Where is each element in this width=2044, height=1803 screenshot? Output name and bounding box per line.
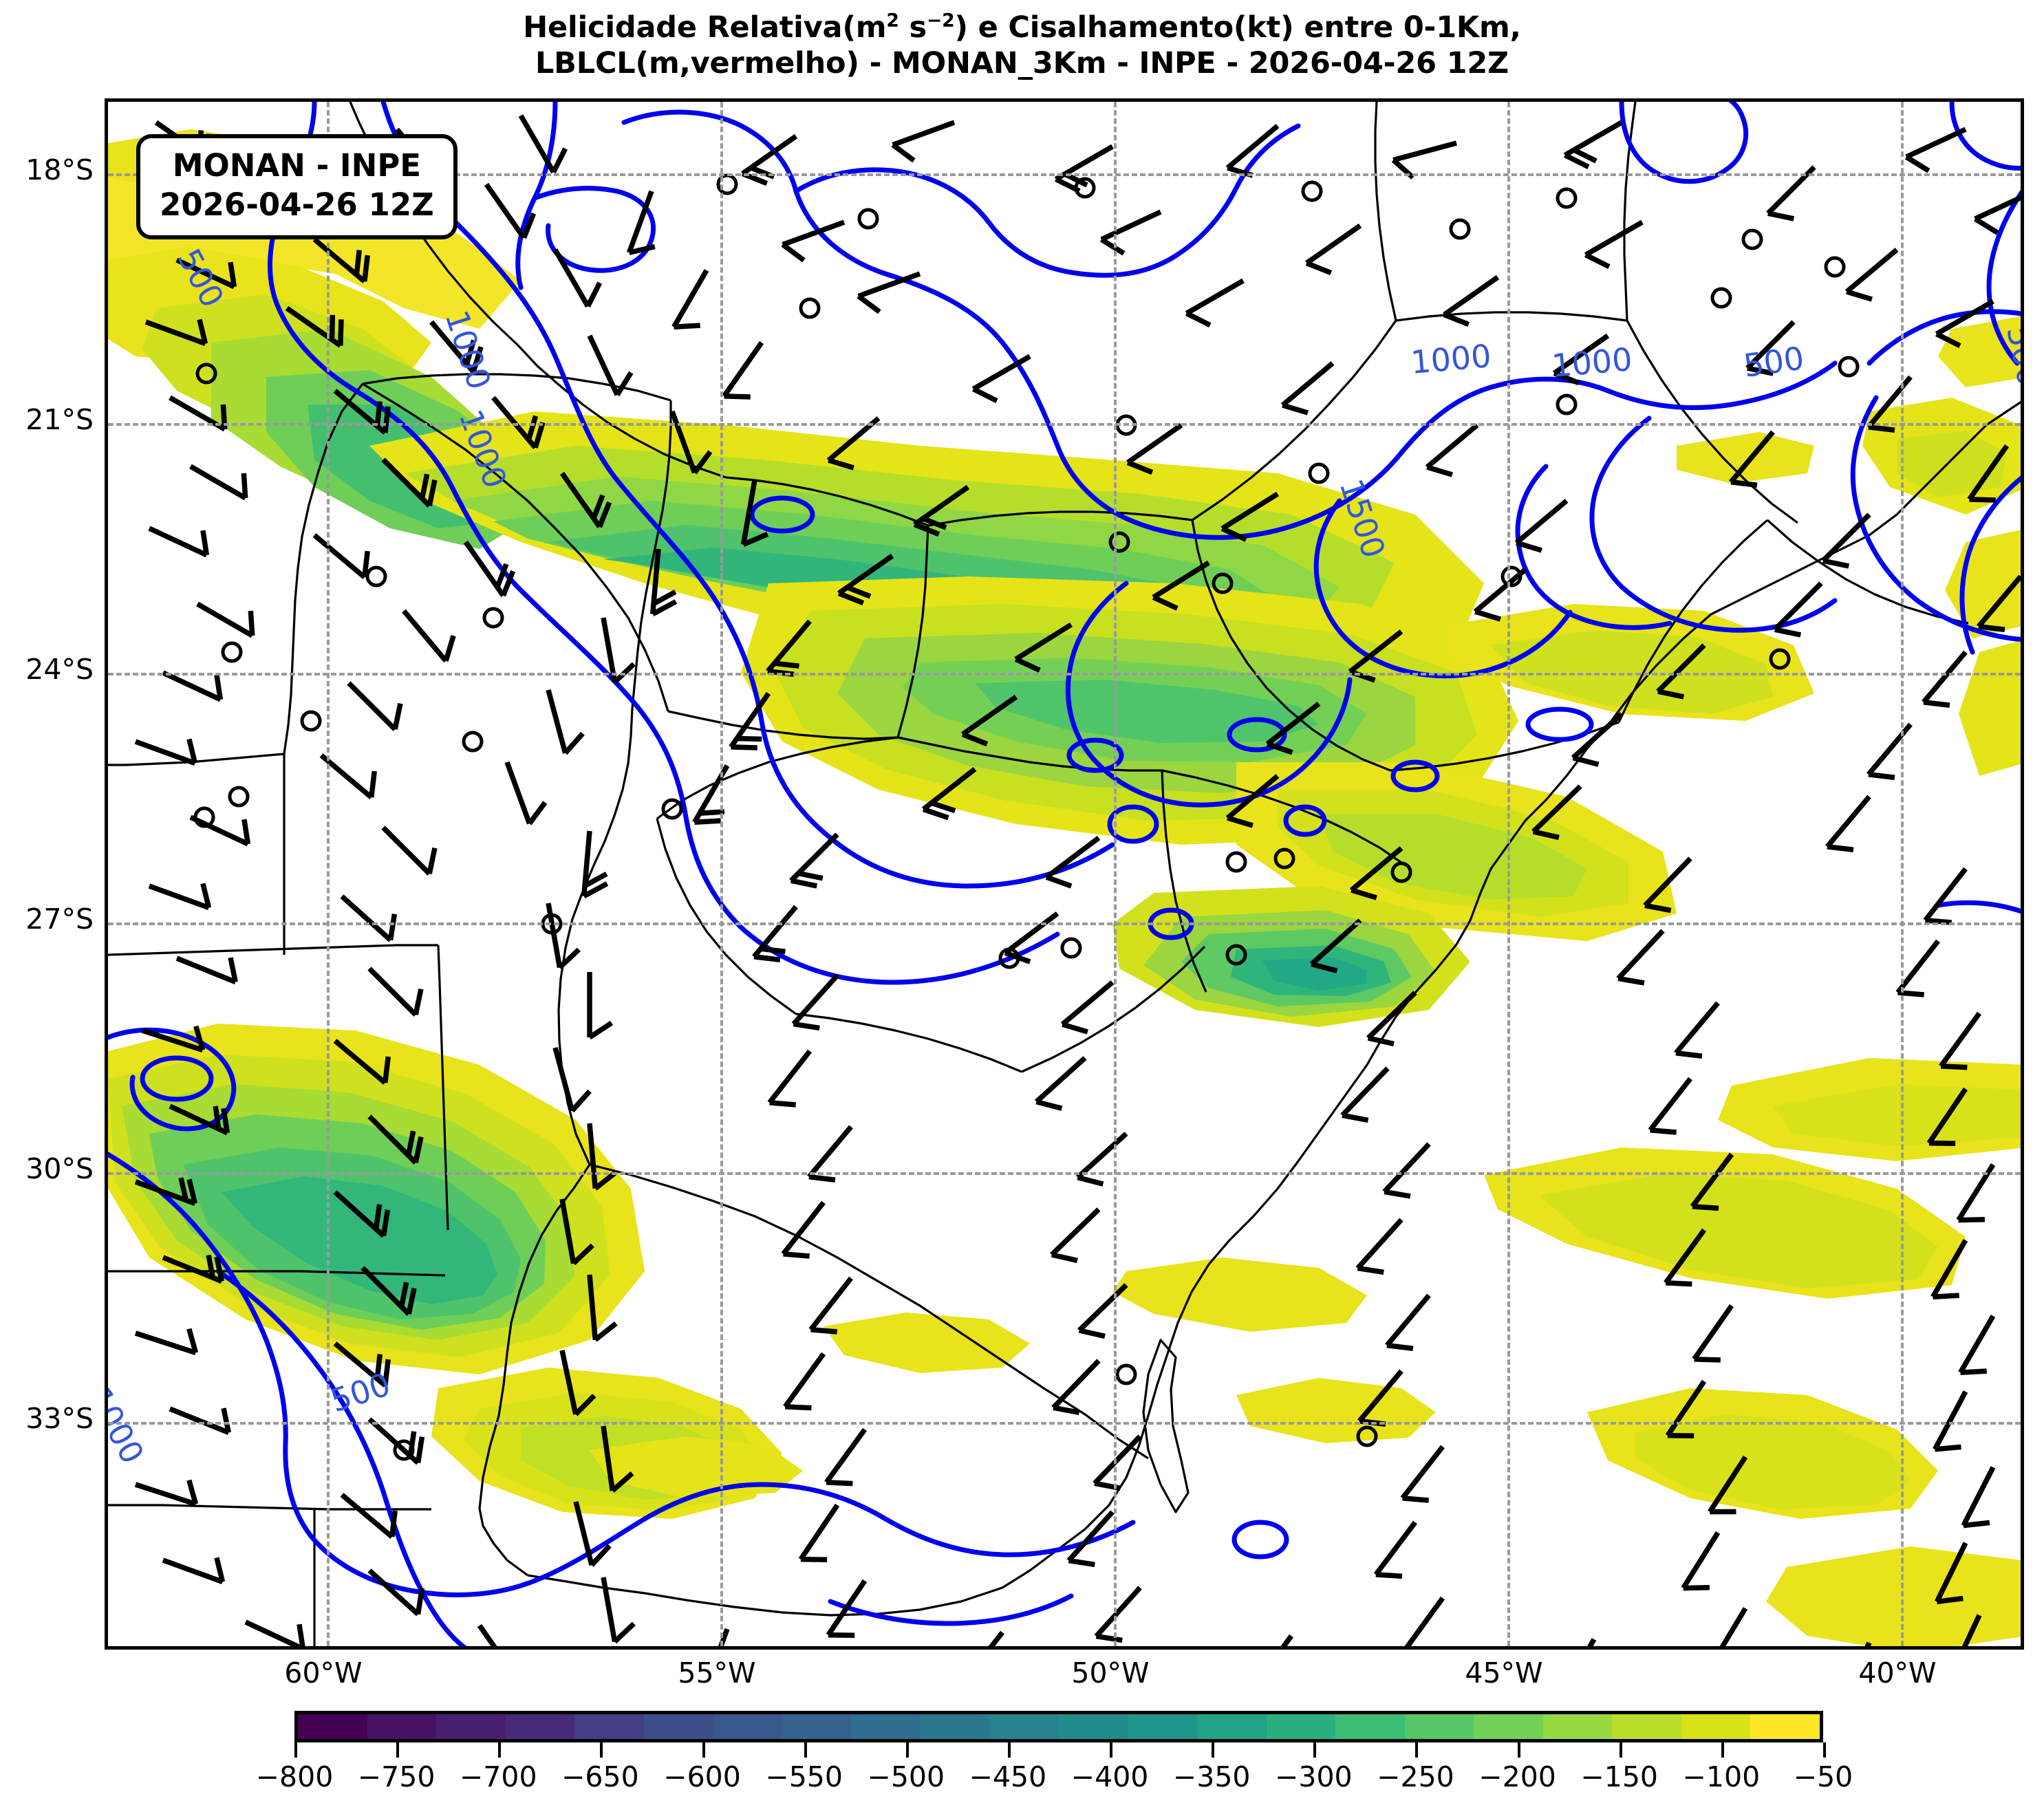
colorbar-tick-10 xyxy=(1313,1742,1317,1758)
gridline-lon-50 xyxy=(1114,102,1117,1646)
contour-labels: 500 1000 1000 1500 1000 1000 500 500 100… xyxy=(108,243,2021,1470)
colorbar-tick-13 xyxy=(1619,1742,1622,1758)
colorbar-tick-0 xyxy=(294,1742,297,1758)
colorbar-swatch-0 xyxy=(298,1714,367,1739)
colorbar-swatch-21 xyxy=(1750,1714,1820,1739)
colorbar-tick-label-12: −200 xyxy=(1478,1760,1556,1793)
info-model-name: MONAN - INPE xyxy=(172,147,422,184)
info-valid-time: 2026-04-26 12Z xyxy=(160,186,434,223)
gridline-lat-33 xyxy=(108,1422,2021,1425)
title-line-1: Helicidade Relativa(m2 s−2) e Cisalhamen… xyxy=(523,10,1521,45)
colorbar-tick-12 xyxy=(1517,1742,1520,1758)
colorbar-tick-label-8: −400 xyxy=(1071,1760,1149,1793)
colorbar-swatch-13 xyxy=(1197,1714,1267,1739)
colorbar-swatch-1 xyxy=(367,1714,437,1739)
ytick-label-24S: 24°S xyxy=(25,653,94,686)
colorbar-swatch-20 xyxy=(1681,1714,1751,1739)
xtick-label-60W: 60°W xyxy=(284,1656,363,1689)
ytick-label-18S: 18°S xyxy=(25,153,94,186)
colorbar-tick-label-11: −250 xyxy=(1377,1760,1454,1793)
colorbar-tick-4 xyxy=(702,1742,705,1758)
colorbar-swatch-16 xyxy=(1404,1714,1474,1739)
colorbar-swatch-14 xyxy=(1266,1714,1336,1739)
colorbar-tick-label-1: −750 xyxy=(357,1760,435,1793)
colorbar-tick-label-9: −350 xyxy=(1172,1760,1251,1793)
gridline-lat-18 xyxy=(108,173,2021,176)
colorbar-ticks: −800 −750 −700 −650 −600 −550 −500 −450 −400 −350… xyxy=(256,1742,1853,1793)
ytick-label-27S: 27°S xyxy=(25,903,94,936)
page-title: Helicidade Relativa(m2 s−2) e Cisalhamen… xyxy=(0,10,2044,82)
colorbar-swatch-17 xyxy=(1474,1714,1543,1739)
colorbar-tick-11 xyxy=(1415,1742,1419,1758)
colorbar-tick-label-5: −550 xyxy=(765,1760,843,1793)
xtick-label-45W: 45°W xyxy=(1465,1656,1543,1689)
xtick-label-40W: 40°W xyxy=(1858,1656,1937,1689)
title-line-2: LBLCL(m,vermelho) - MONAN_3Km - INPE - 2… xyxy=(535,46,1509,81)
colorbar-tick-label-6: −500 xyxy=(867,1760,945,1793)
colorbar-swatch-18 xyxy=(1542,1714,1613,1739)
colorbar-tick-2 xyxy=(498,1742,502,1758)
colorbar-tick-3 xyxy=(600,1742,603,1758)
colorbar-swatch-5 xyxy=(643,1714,713,1739)
gridline-lat-24 xyxy=(108,673,2021,676)
ytick-label-33S: 33°S xyxy=(25,1402,94,1435)
colorbar-swatch-19 xyxy=(1612,1714,1681,1739)
colorbar-tick-label-0: −800 xyxy=(255,1760,334,1793)
colorbar-tick-7 xyxy=(1007,1742,1011,1758)
colorbar-swatch-9 xyxy=(920,1714,990,1739)
colorbar-tick-label-2: −700 xyxy=(459,1760,537,1793)
title-superscript-1: 2 xyxy=(886,10,899,32)
colorbar[interactable] xyxy=(294,1711,1823,1742)
coastlines-and-borders xyxy=(108,102,2021,1646)
ytick-label-21S: 21°S xyxy=(25,403,94,436)
colorbar-swatch-12 xyxy=(1128,1714,1198,1739)
ytick-label-30S: 30°S xyxy=(25,1152,94,1185)
contour-label-1000: 1000 xyxy=(1550,341,1633,385)
map-plot-area[interactable]: 500 1000 1000 1500 1000 1000 500 500 100… xyxy=(105,98,2024,1650)
colorbar-gradient xyxy=(294,1711,1823,1742)
colorbar-tick-label-7: −450 xyxy=(969,1760,1047,1793)
colorbar-tick-label-15: −50 xyxy=(1793,1760,1853,1793)
colorbar-tick-label-13: −150 xyxy=(1580,1760,1659,1793)
colorbar-swatch-7 xyxy=(782,1714,852,1739)
contour-label-500: 500 xyxy=(1741,339,1806,385)
colorbar-swatch-11 xyxy=(1059,1714,1128,1739)
colorbar-tick-6 xyxy=(905,1742,909,1758)
colorbar-tick-label-14: −100 xyxy=(1682,1760,1761,1793)
xtick-label-55W: 55°W xyxy=(678,1656,756,1689)
colorbar-swatch-2 xyxy=(436,1714,506,1739)
colorbar-tick-14 xyxy=(1721,1742,1724,1758)
colorbar-tick-15 xyxy=(1823,1742,1826,1758)
title-superscript-2: −2 xyxy=(926,10,955,32)
gridline-lat-27 xyxy=(108,922,2021,925)
gridline-lon-40 xyxy=(1901,102,1904,1646)
colorbar-swatch-8 xyxy=(851,1714,921,1739)
colorbar-tick-1 xyxy=(396,1742,400,1758)
colorbar-tick-9 xyxy=(1212,1742,1215,1758)
gridline-lat-30 xyxy=(108,1172,2021,1175)
colorbar-tick-label-4: −600 xyxy=(663,1760,741,1793)
colorbar-tick-5 xyxy=(804,1742,807,1758)
xtick-label-50W: 50°W xyxy=(1071,1656,1150,1689)
gridline-lon-45 xyxy=(1507,102,1510,1646)
gridline-lon-55 xyxy=(720,102,723,1646)
contour-label-1000: 1000 xyxy=(1409,337,1492,381)
colorbar-swatch-15 xyxy=(1335,1714,1405,1739)
gridline-lon-60 xyxy=(327,102,330,1646)
colorbar-swatch-4 xyxy=(574,1714,644,1739)
colorbar-tick-label-3: −650 xyxy=(561,1760,639,1793)
colorbar-swatch-10 xyxy=(989,1714,1059,1739)
model-info-box: MONAN - INPE 2026-04-26 12Z xyxy=(136,134,458,240)
colorbar-swatch-3 xyxy=(505,1714,575,1739)
colorbar-tick-label-10: −300 xyxy=(1275,1760,1353,1793)
gridline-lat-21 xyxy=(108,423,2021,426)
colorbar-tick-8 xyxy=(1110,1742,1113,1758)
colorbar-swatch-6 xyxy=(713,1714,782,1739)
map-canvas: 500 1000 1000 1500 1000 1000 500 500 100… xyxy=(108,102,2021,1646)
